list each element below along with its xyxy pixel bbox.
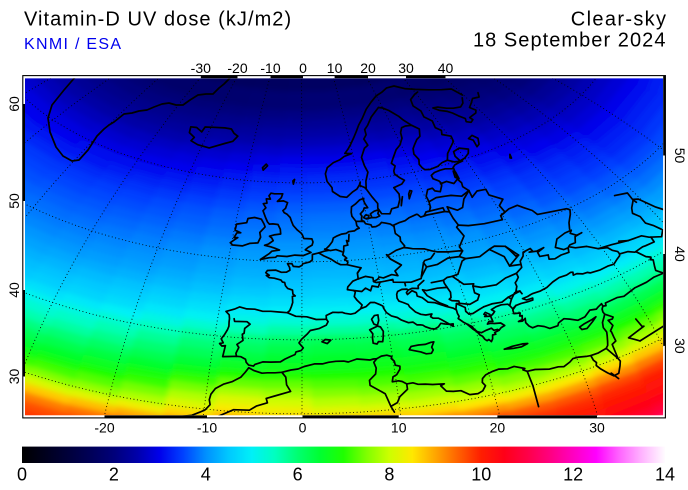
svg-text:60: 60 (6, 96, 22, 112)
svg-text:12: 12 (563, 464, 583, 484)
svg-text:30: 30 (589, 420, 605, 436)
svg-text:Vitamin-D UV dose (kJ/m2): Vitamin-D UV dose (kJ/m2) (24, 8, 292, 30)
svg-text:Clear-sky: Clear-sky (571, 8, 668, 30)
svg-text:6: 6 (293, 464, 303, 484)
svg-text:10: 10 (391, 420, 407, 436)
svg-text:2: 2 (109, 464, 119, 484)
svg-text:0: 0 (17, 464, 27, 484)
svg-text:40: 40 (672, 246, 688, 262)
svg-text:40: 40 (6, 282, 22, 298)
svg-text:30: 30 (398, 60, 414, 76)
svg-text:20: 20 (490, 420, 506, 436)
svg-text:-10: -10 (197, 420, 217, 436)
svg-text:10: 10 (327, 60, 343, 76)
svg-text:50: 50 (672, 148, 688, 164)
svg-text:8: 8 (384, 464, 394, 484)
svg-text:KNMI / ESA: KNMI / ESA (24, 36, 122, 53)
svg-text:14: 14 (655, 464, 675, 484)
svg-text:50: 50 (6, 193, 22, 209)
svg-text:18 September 2024: 18 September 2024 (473, 30, 667, 52)
svg-text:4: 4 (201, 464, 211, 484)
svg-text:40: 40 (438, 60, 454, 76)
svg-text:-20: -20 (227, 60, 247, 76)
svg-text:0: 0 (299, 420, 307, 436)
svg-text:-20: -20 (94, 420, 114, 436)
svg-text:30: 30 (6, 369, 22, 385)
svg-text:10: 10 (471, 464, 491, 484)
svg-text:-10: -10 (260, 60, 280, 76)
svg-text:-30: -30 (191, 60, 211, 76)
svg-text:30: 30 (672, 338, 688, 354)
svg-text:0: 0 (299, 60, 307, 76)
svg-text:20: 20 (360, 60, 376, 76)
